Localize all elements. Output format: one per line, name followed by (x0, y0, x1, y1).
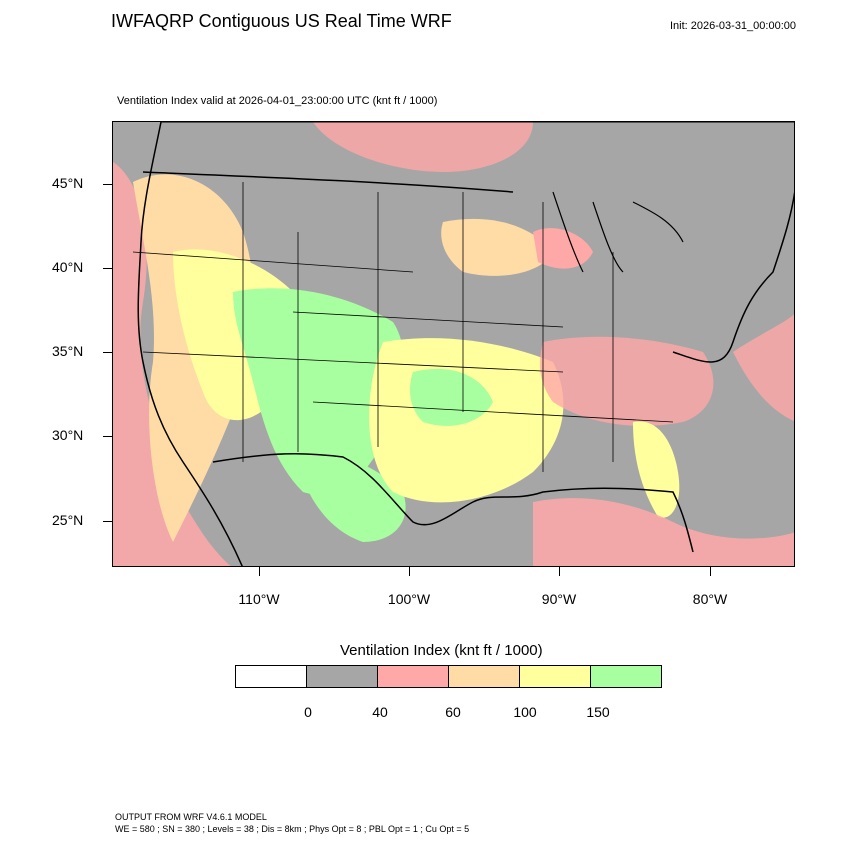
ventilation-map (113, 122, 794, 566)
map-panel (112, 121, 795, 567)
canada-pink-band (313, 122, 533, 172)
lon-label-110: 110°W (238, 591, 280, 607)
lon-tick-110 (259, 567, 260, 576)
page-title: IWFAQRP Contiguous US Real Time WRF (111, 11, 452, 31)
colorbar-box-white (235, 665, 307, 688)
plot-subtitle: Ventilation Index valid at 2026-04-01_23… (117, 95, 438, 107)
lat-tick-35 (103, 352, 112, 353)
colorbar-box-pink (377, 665, 449, 688)
florida-yellow (633, 421, 680, 518)
colorbar-label-60: 60 (445, 704, 461, 720)
lon-tick-100 (409, 567, 410, 576)
lon-label-100: 100°W (387, 591, 431, 607)
lon-label-90: 90°W (541, 591, 577, 607)
lon-tick-80 (710, 567, 711, 576)
lon-label-80: 80°W (692, 591, 728, 607)
lat-tick-25 (103, 521, 112, 522)
state-borders (132, 182, 674, 472)
wisconsin-pink (533, 228, 593, 269)
colorbar-label-0: 0 (304, 704, 312, 720)
lat-tick-40 (103, 268, 112, 269)
lat-label-35: 35°N (52, 343, 84, 359)
southwest-green-region (233, 288, 404, 495)
colorbar-title: Ventilation Index (knt ft / 1000) (340, 642, 543, 659)
colorbar-box-yellow (519, 665, 591, 688)
lat-label-40: 40°N (52, 259, 84, 275)
atlantic-pink-band (733, 314, 794, 422)
colorbar (235, 665, 662, 688)
colorbar-label-40: 40 (372, 704, 388, 720)
init-time-label: Init: 2026-03-31_00:00:00 (670, 20, 796, 32)
upper-midwest-tan (441, 218, 553, 276)
colorbar-box-tan (448, 665, 520, 688)
footer-config-line: WE = 580 ; SN = 380 ; Levels = 38 ; Dis … (115, 824, 470, 834)
colorbar-box-green (590, 665, 662, 688)
oklahoma-green-patch (410, 368, 493, 426)
gulf-mexico-border (212, 452, 694, 553)
great-lakes-shores (552, 191, 684, 273)
pacific-coast-band (113, 162, 231, 566)
colorbar-box-gray (306, 665, 378, 688)
lat-label-45: 45°N (52, 175, 84, 191)
lat-tick-30 (103, 436, 112, 437)
atlantic-coastline (672, 191, 794, 363)
footer-model-line: OUTPUT FROM WRF V4.6.1 MODEL (115, 812, 267, 822)
colorbar-label-100: 100 (513, 704, 537, 720)
southeast-pink-band (540, 336, 714, 426)
lat-label-25: 25°N (52, 512, 84, 528)
colorbar-label-150: 150 (586, 704, 610, 720)
gulf-pink-band (533, 498, 794, 566)
chihuahua-green-region (293, 442, 406, 542)
canada-border (142, 171, 514, 193)
lat-label-30: 30°N (52, 427, 84, 443)
lon-tick-90 (559, 567, 560, 576)
pacific-coastline (137, 122, 243, 566)
lat-tick-45 (103, 184, 112, 185)
